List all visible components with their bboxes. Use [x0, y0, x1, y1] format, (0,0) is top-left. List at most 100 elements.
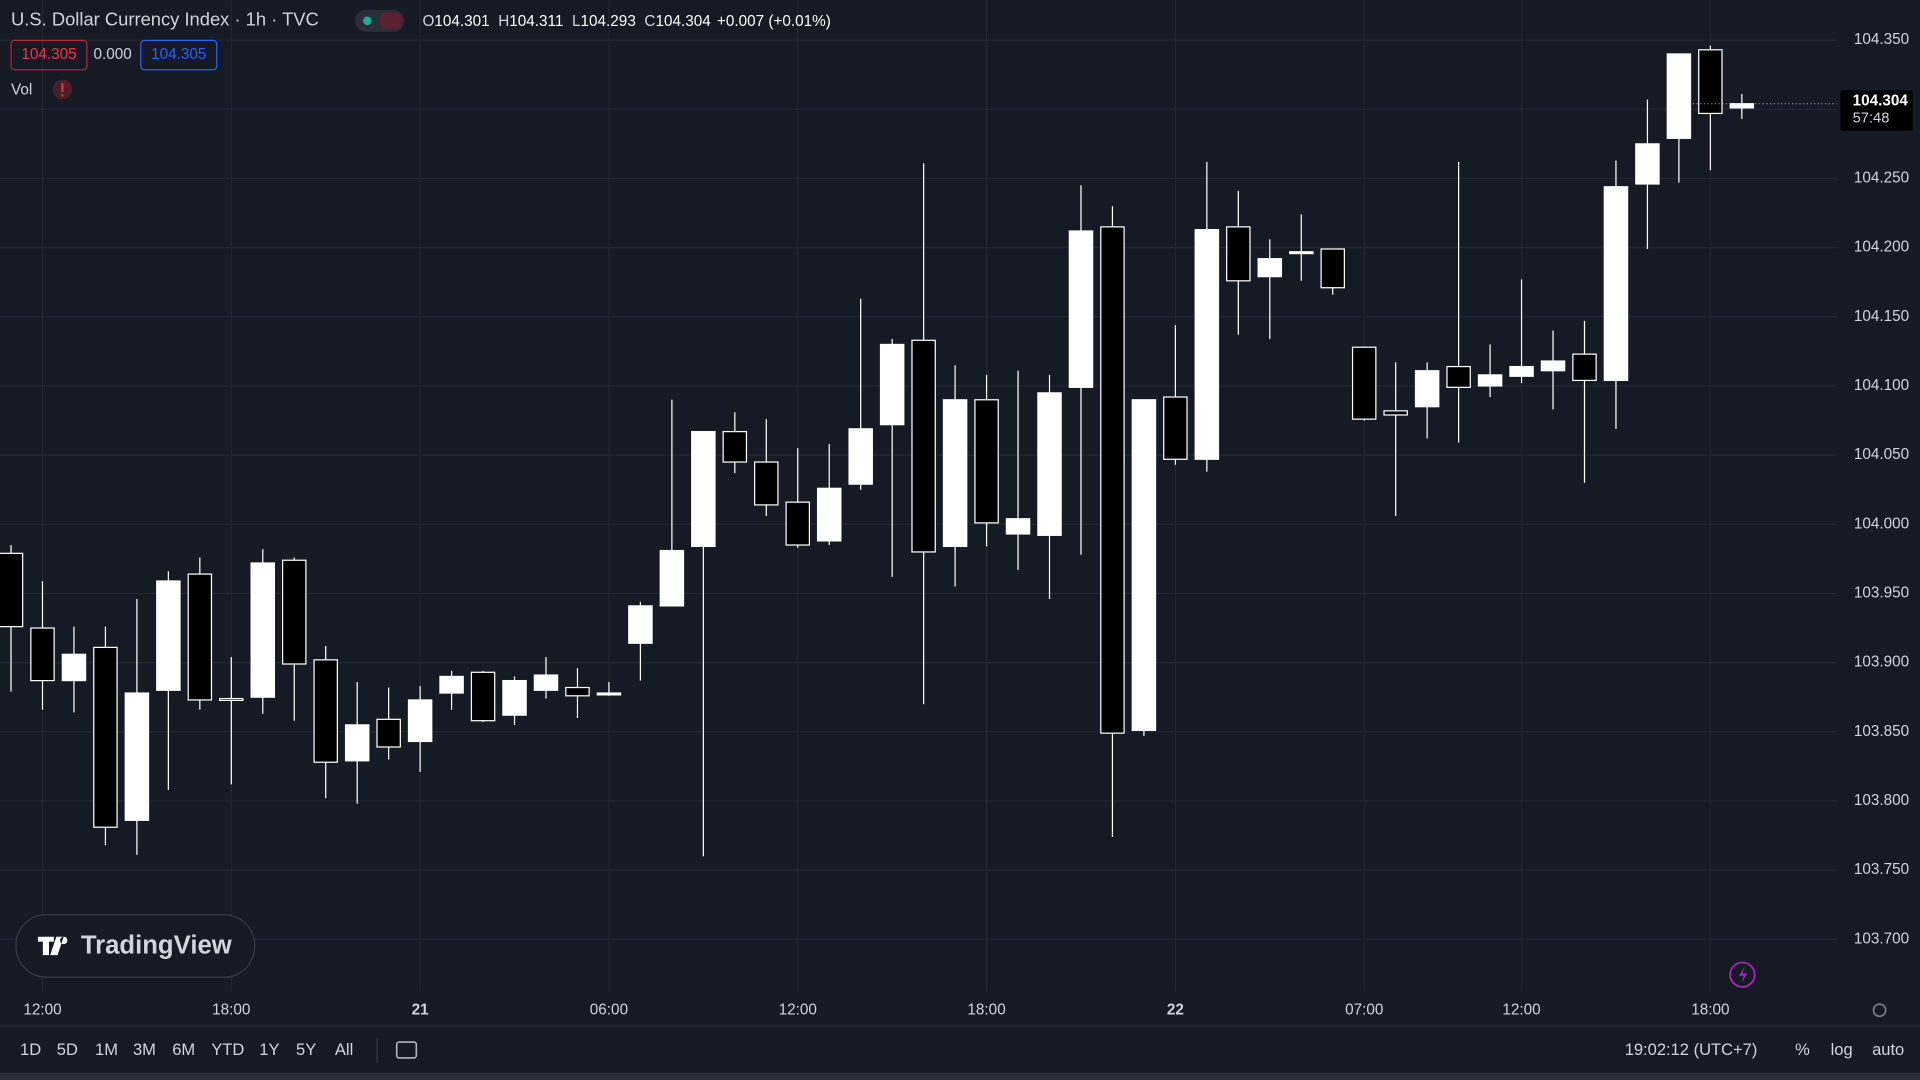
countdown: 57:48 [1853, 110, 1890, 126]
candle-body [219, 697, 244, 702]
ohlc-value: 104.311 [509, 13, 563, 30]
x-tick-label: 22 [1167, 1001, 1184, 1018]
settings-icon[interactable] [1872, 1003, 1887, 1018]
candle-body [1383, 410, 1408, 416]
range-button[interactable]: 1D [20, 1040, 41, 1059]
y-tick-label: 104.000 [1854, 515, 1909, 532]
x-tick-label: 06:00 [590, 1001, 628, 1018]
candle-body [911, 339, 936, 553]
y-tick-label: 103.800 [1854, 792, 1909, 809]
candle-body [848, 428, 873, 485]
ohlc-legend: O104.301 H104.311 L104.293 C104.304 +0.007 (… [422, 13, 830, 30]
candle-body [1635, 143, 1660, 185]
candle-body [879, 343, 905, 426]
vol-label[interactable]: Vol [11, 82, 32, 99]
candle-body [1037, 392, 1062, 536]
range-button[interactable]: 1M [95, 1040, 118, 1059]
candle-body [187, 573, 213, 701]
candle-body [533, 674, 559, 691]
x-tick-label: 18:00 [1691, 1001, 1729, 1018]
clock[interactable]: 19:02:12 (UTC+7) [1625, 1040, 1758, 1059]
candle-body [156, 580, 181, 691]
candle-body [1320, 248, 1345, 289]
candle-body [942, 399, 968, 548]
ohlc-value: 104.304 [655, 13, 711, 30]
range-button[interactable]: 3M [133, 1040, 156, 1059]
last-price-box [1840, 90, 1913, 131]
status-icon [379, 12, 402, 30]
ohlc-value: 104.293 [581, 13, 636, 30]
y-tick-label: 104.150 [1854, 308, 1909, 325]
range-button[interactable]: All [335, 1040, 353, 1059]
symbol-title[interactable]: U.S. Dollar Currency Index · 1h · TVC [11, 9, 319, 30]
lightning-icon[interactable] [1729, 961, 1756, 988]
y-tick-label: 103.900 [1854, 654, 1909, 671]
candle-body [470, 671, 496, 722]
range-button[interactable]: YTD [211, 1040, 244, 1059]
candle-body [974, 399, 999, 524]
scale-button[interactable]: log [1831, 1040, 1853, 1059]
candle-body [407, 699, 433, 743]
candle-body [1068, 230, 1094, 388]
warning-glyph-dot [61, 94, 64, 97]
candle-body [1666, 53, 1692, 139]
candle-body [1477, 374, 1503, 387]
bottom-strip [0, 1072, 1920, 1080]
candle-body [659, 549, 685, 607]
logo-text: TradingView [81, 931, 233, 959]
candle-body [785, 501, 811, 546]
x-tick-label: 18:00 [212, 1001, 250, 1018]
candle-body [1414, 370, 1440, 408]
candle-body [344, 724, 370, 762]
candle-body [1351, 346, 1377, 420]
candle-body [1698, 49, 1723, 115]
y-tick-label: 104.100 [1854, 377, 1909, 394]
candle-body [30, 627, 55, 682]
candle-body [376, 718, 401, 748]
candle-body [1226, 226, 1251, 282]
y-tick-label: 103.700 [1854, 930, 1909, 947]
candle-body [722, 430, 748, 463]
candle-body [250, 562, 276, 698]
x-tick-label: 12:00 [23, 1001, 61, 1018]
candle-body [628, 605, 653, 644]
candle-body [1131, 399, 1157, 732]
scale-button[interactable]: % [1795, 1040, 1810, 1059]
candle-body [1194, 229, 1220, 460]
candle-body [596, 692, 622, 696]
ohlc-key: H [498, 13, 509, 30]
candle-body [61, 653, 87, 682]
buy-price: 104.305 [151, 46, 206, 63]
lightning-glyph [1738, 966, 1748, 984]
ohlc-key: C [644, 13, 655, 30]
spread: 0.000 [94, 46, 132, 63]
x-tick-label: 18:00 [967, 1001, 1005, 1018]
scale-button[interactable]: auto [1872, 1040, 1904, 1059]
candle-body [1100, 226, 1125, 734]
candle-body [502, 679, 527, 716]
x-tick-label: 12:00 [1502, 1001, 1540, 1018]
candle-body [691, 430, 716, 548]
y-tick-label: 104.350 [1854, 31, 1909, 48]
y-tick-label: 103.850 [1854, 723, 1909, 740]
logo-badge[interactable] [15, 914, 256, 978]
buy-badge[interactable] [140, 39, 218, 71]
range-button[interactable]: 6M [172, 1040, 195, 1059]
candle-body [754, 461, 779, 506]
candle-body [0, 552, 24, 628]
range-button[interactable]: 5D [57, 1040, 78, 1059]
date-range-icon[interactable] [395, 1041, 418, 1059]
y-tick-label: 104.050 [1854, 446, 1909, 463]
last-price-label: 104.304 [1853, 92, 1909, 109]
y-tick-label: 103.950 [1854, 584, 1909, 601]
candle-body [1540, 360, 1566, 372]
sell-badge[interactable] [10, 39, 88, 71]
logo-icon [37, 936, 68, 956]
ohlc-key: O [422, 13, 434, 30]
candle-body [816, 487, 842, 542]
range-button[interactable]: 5Y [296, 1040, 316, 1059]
candle-body [1163, 396, 1188, 460]
range-button[interactable]: 1Y [259, 1040, 279, 1059]
x-tick-label: 12:00 [779, 1001, 817, 1018]
